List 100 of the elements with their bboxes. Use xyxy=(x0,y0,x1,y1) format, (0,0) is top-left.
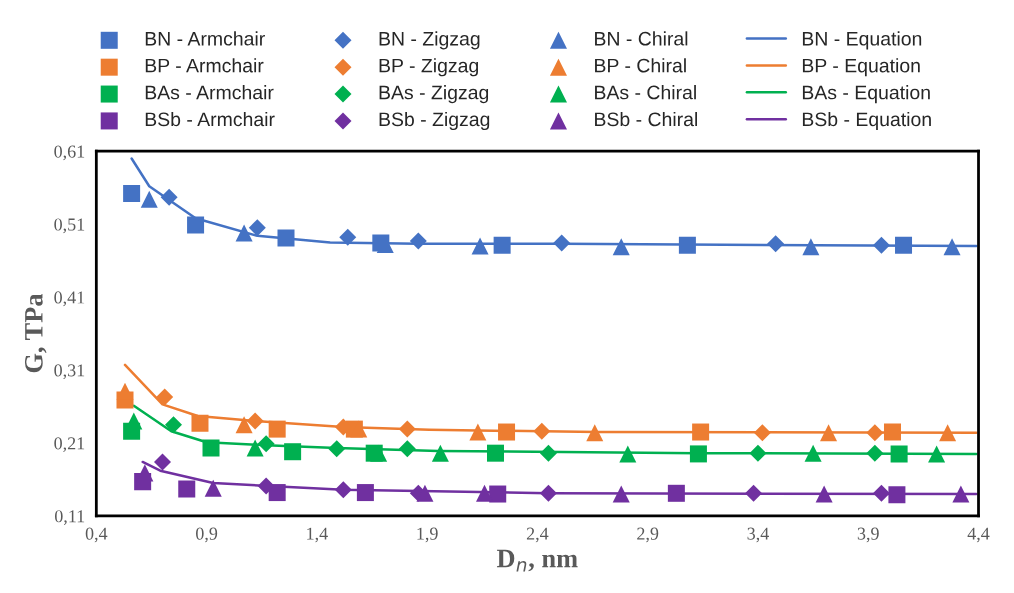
y-tick-label: 0,41 xyxy=(54,291,85,307)
point xyxy=(612,238,630,256)
point xyxy=(235,224,253,242)
y-tick-label: 0,21 xyxy=(54,437,85,453)
point xyxy=(489,485,507,503)
point xyxy=(268,420,286,438)
y-axis-title: G, TPa xyxy=(24,293,47,373)
point xyxy=(939,424,957,442)
point xyxy=(116,382,134,400)
y-tick-label: 0,31 xyxy=(54,364,85,380)
point xyxy=(586,424,604,442)
point xyxy=(165,416,183,434)
point xyxy=(140,190,158,208)
point xyxy=(667,484,685,502)
y-tick-label: 0,51 xyxy=(54,218,85,234)
legend-label: BAs - Armchair xyxy=(145,85,274,100)
point xyxy=(872,236,890,254)
point xyxy=(678,236,696,254)
legend-label: BSb - Chiral xyxy=(595,111,697,127)
point xyxy=(471,237,489,255)
legend-label: BSb - Armchair xyxy=(145,111,275,127)
point xyxy=(284,443,302,461)
y-tick-label: 0,11 xyxy=(54,510,85,525)
point xyxy=(246,439,264,457)
point xyxy=(745,484,763,502)
point xyxy=(178,480,196,498)
point xyxy=(619,445,637,463)
point xyxy=(493,236,511,254)
point xyxy=(689,445,707,463)
point xyxy=(153,453,171,471)
point xyxy=(802,238,820,256)
legend-label: BAs - Zigzag xyxy=(379,85,489,104)
point xyxy=(553,234,571,252)
legend-label: BP - Armchair xyxy=(145,58,264,73)
point xyxy=(160,188,178,206)
legend-label: BN - Armchair xyxy=(145,31,265,46)
point xyxy=(815,485,833,503)
point xyxy=(339,228,357,246)
legend-label: BP - Equation xyxy=(802,58,920,77)
point xyxy=(123,185,141,203)
point xyxy=(431,444,449,462)
point xyxy=(409,232,427,250)
point xyxy=(356,484,374,502)
point xyxy=(268,484,286,502)
point xyxy=(767,235,785,253)
legend-label: BN - Equation xyxy=(802,31,922,50)
point xyxy=(469,423,487,441)
x-tick-label: 3,4 xyxy=(747,527,769,543)
point xyxy=(398,440,416,458)
legend-label: BSb - Equation xyxy=(802,111,931,131)
point xyxy=(498,423,516,441)
point xyxy=(749,444,767,462)
legend-label: BP - Chiral xyxy=(595,58,686,73)
x-tick-label: 1,9 xyxy=(417,527,438,543)
point xyxy=(928,445,946,463)
legend-label: BP - Zigzag xyxy=(379,58,479,77)
legend-label: BSb - Zigzag xyxy=(379,111,490,131)
point xyxy=(187,216,205,234)
point xyxy=(943,238,961,256)
point xyxy=(866,424,884,442)
legend-label: BN - Chiral xyxy=(595,31,688,46)
point xyxy=(370,444,388,462)
point xyxy=(416,484,434,502)
point xyxy=(533,422,551,440)
point xyxy=(487,444,505,462)
point xyxy=(888,486,906,504)
point xyxy=(872,484,890,502)
point xyxy=(883,423,901,441)
point xyxy=(257,435,275,453)
x-tick-label: 0,9 xyxy=(196,527,218,543)
point xyxy=(539,484,557,502)
x-tick-label: 4,4 xyxy=(967,527,990,543)
point xyxy=(820,424,838,442)
point xyxy=(692,423,710,441)
point xyxy=(204,479,222,497)
point xyxy=(202,439,220,457)
point xyxy=(246,412,264,430)
point xyxy=(334,481,352,499)
legend-label: BAs - Equation xyxy=(802,85,930,104)
point xyxy=(539,444,557,462)
point xyxy=(895,236,913,254)
legend-label: BN - Zigzag xyxy=(379,31,480,50)
legend-label: BAs - Chiral xyxy=(595,85,696,100)
point xyxy=(235,416,253,434)
point xyxy=(398,420,416,438)
x-axis-title: D$_{n}$, nm xyxy=(496,549,578,572)
point xyxy=(328,440,346,458)
point xyxy=(277,229,295,247)
point xyxy=(952,485,970,503)
x-tick-label: 2,4 xyxy=(526,527,549,543)
x-tick-label: 2,9 xyxy=(637,527,659,543)
point xyxy=(257,477,275,495)
x-tick-label: 1,4 xyxy=(307,527,328,543)
point xyxy=(350,420,368,438)
x-tick-label: 3,9 xyxy=(857,527,879,543)
point xyxy=(804,444,822,462)
point xyxy=(156,388,174,406)
point xyxy=(890,445,908,463)
point xyxy=(866,444,884,462)
point xyxy=(248,219,266,237)
